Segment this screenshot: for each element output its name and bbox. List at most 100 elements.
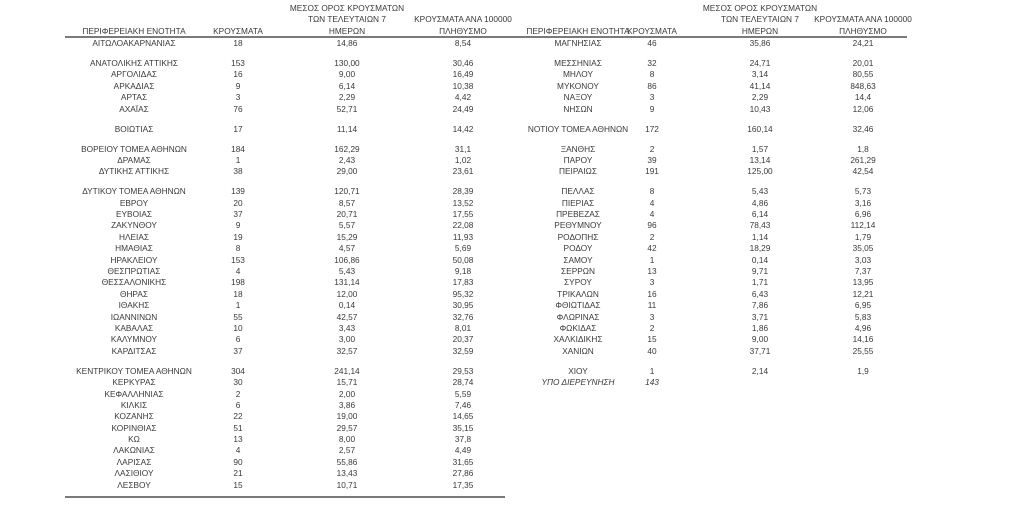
table-row: ΛΑΚΩΝΙΑΣ 4 2,57 4,49 <box>65 445 505 456</box>
row-group: ΔΥΤΙΚΟΥ ΤΟΜΕΑ ΑΘΗΝΩΝ 139 120,71 28,39 ΕΒΡΟΥ 2… <box>65 186 505 357</box>
cell-cases: 2 <box>649 322 655 333</box>
cell-region: ΧΙΟΥ <box>568 365 588 376</box>
cell-per-100k: 17,83 <box>452 277 474 288</box>
cell-avg-7-days: 1,71 <box>751 277 769 288</box>
cell-region: ΚΟΡΙΝΘΙΑΣ <box>111 422 157 433</box>
table-row: ΜΑΓΝΗΣΙΑΣ 46 35,86 24,21 <box>520 38 874 49</box>
cell-per-100k: 32,59 <box>452 345 474 356</box>
cell-region: ΞΑΝΘΗΣ <box>560 143 596 154</box>
table-row: ΗΛΕΙΑΣ 19 15,29 11,93 <box>65 232 505 243</box>
cell-cases: 17 <box>233 123 243 134</box>
cell-avg-7-days: 2,00 <box>338 388 356 399</box>
cell-region: ΕΒΡΟΥ <box>119 197 149 208</box>
cell-region: ΘΕΣΣΑΛΟΝΙΚΗΣ <box>101 277 167 288</box>
cell-cases: 40 <box>647 345 657 356</box>
cell-avg-7-days: 11,14 <box>336 123 358 134</box>
cell-region: ΜΑΓΝΗΣΙΑΣ <box>554 38 602 48</box>
row-group: ΝΟΤΙΟΥ ΤΟΜΕΑ ΑΘΗΝΩΝ 172 160,14 32,46 <box>520 124 874 135</box>
header-avg: ΜΕΣΟΣ ΟΡΟΣ ΚΡΟΥΣΜΑΤΩΝ ΤΩΝ ΤΕΛΕΥΤΑΙΩΝ 7 ΗΜΕ… <box>668 3 852 37</box>
cell-per-100k: 1,02 <box>454 154 472 165</box>
cell-avg-7-days: 2,14 <box>751 365 769 376</box>
cell-region: ΧΑΛΚΙΔΙΚΗΣ <box>553 334 603 345</box>
cell-region: ΠΕΙΡΑΙΩΣ <box>559 166 597 177</box>
table-row: ΡΕΘΥΜΝΟΥ 96 78,43 112,14 <box>520 220 875 231</box>
cell-avg-7-days: 4,86 <box>751 197 769 208</box>
cell-per-100k: 14,65 <box>452 411 474 422</box>
cell-region: ΒΟΡΕΙΟΥ ΤΟΜΕΑ ΑΘΗΝΩΝ <box>81 143 187 154</box>
cell-cases: 1 <box>649 365 655 376</box>
cell-cases: 37 <box>233 345 243 356</box>
table-row: ΞΑΝΘΗΣ 2 1,57 1,8 <box>520 144 874 155</box>
cell-region: ΠΕΛΛΑΣ <box>561 186 595 197</box>
table-row: ΔΥΤΙΚΟΥ ΤΟΜΕΑ ΑΘΗΝΩΝ 139 120,71 28,39 <box>65 186 505 197</box>
table-row: ΚΟΖΑΝΗΣ 22 19,00 14,65 <box>65 411 505 422</box>
cell-cases: 10 <box>233 322 243 333</box>
cell-per-100k: 7,46 <box>454 399 472 410</box>
cell-region: ΥΠΟ ΔΙΕΡΕΥΝΗΣΗ <box>541 377 615 388</box>
table-row: ΘΗΡΑΣ 18 12,00 95,32 <box>65 289 505 300</box>
cell-region: ΝΑΞΟΥ <box>563 92 593 103</box>
cell-avg-7-days: 15,29 <box>336 231 358 242</box>
cell-region: ΦΛΩΡΙΝΑΣ <box>556 311 600 322</box>
cell-per-100k: 3,16 <box>854 197 872 208</box>
cell-region: ΑΙΤΩΛΟΑΚΑΡΝΑΝΙΑΣ <box>92 38 176 48</box>
header-cases: ΚΡΟΥΣΜΑΤΑ <box>627 26 677 37</box>
cell-avg-7-days: 125,00 <box>747 166 773 177</box>
header-region: ΠΕΡΙΦΕΡΕΙΑΚΗ ΕΝΟΤΗΤΑ <box>65 26 203 37</box>
cell-avg-7-days: 3,14 <box>751 69 769 80</box>
header-divider <box>65 36 907 38</box>
cell-per-100k: 32,46 <box>852 123 874 134</box>
cell-avg-7-days: 2,57 <box>338 445 356 456</box>
table-row: ΧΑΛΚΙΔΙΚΗΣ 15 9,00 14,16 <box>520 334 874 345</box>
table-row: ΘΕΣΣΑΛΟΝΙΚΗΣ 198 131,14 17,83 <box>65 277 505 288</box>
cell-per-100k: 4,42 <box>454 92 472 103</box>
cell-cases: 172 <box>645 123 659 134</box>
table-row: ΕΥΒΟΙΑΣ 37 20,71 17,55 <box>65 209 505 220</box>
left-table-body: ΑΙΤΩΛΟΑΚΑΡΝΑΝΙΑΣ 18 14,86 8,54 ΑΝΑΤΟΛΙΚΗΣ ΑΤ… <box>65 38 505 491</box>
cell-cases: 2 <box>649 231 655 242</box>
header-region-text: ΠΕΡΙΦΕΡΕΙΑΚΗ ΕΝΟΤΗΤΑ <box>526 25 630 36</box>
cell-cases: 3 <box>649 277 655 288</box>
cell-avg-7-days: 5,57 <box>338 220 356 231</box>
cell-cases: 153 <box>231 254 245 265</box>
cell-cases: 18 <box>233 288 243 299</box>
cell-cases: 90 <box>233 456 243 467</box>
cell-avg-7-days: 0,14 <box>338 300 356 311</box>
cell-avg-7-days: 8,57 <box>338 197 356 208</box>
table-row: ΛΕΣΒΟΥ 15 10,71 17,35 <box>65 480 505 491</box>
cell-cases: 76 <box>233 103 243 114</box>
table-row: ΝΟΤΙΟΥ ΤΟΜΕΑ ΑΘΗΝΩΝ 172 160,14 32,46 <box>520 124 874 135</box>
table-row: ΑΡΤΑΣ 3 2,29 4,42 <box>65 92 505 103</box>
cell-avg-7-days: 9,71 <box>751 266 769 277</box>
table-row: ΚΕΡΚΥΡΑΣ 30 15,71 28,74 <box>65 377 505 388</box>
cell-avg-7-days: 37,71 <box>749 345 771 356</box>
table-row: ΚΙΛΚΙΣ 6 3,86 7,46 <box>65 400 505 411</box>
cell-avg-7-days: 42,57 <box>336 311 358 322</box>
cell-avg-7-days: 3,43 <box>338 322 356 333</box>
cell-cases: 19 <box>233 231 243 242</box>
cell-avg-7-days: 29,00 <box>336 166 358 177</box>
cell-cases: 55 <box>233 311 243 322</box>
right-table-body: ΜΑΓΝΗΣΙΑΣ 46 35,86 24,21 ΜΕΣΣΗΝΙΑΣ 32 24,71 20,… <box>520 38 876 389</box>
cell-cases: 13 <box>647 266 657 277</box>
cell-per-100k: 24,21 <box>852 38 874 48</box>
table-row: ΜΕΣΣΗΝΙΑΣ 32 24,71 20,01 <box>520 58 874 69</box>
cell-avg-7-days: 10,43 <box>749 103 771 114</box>
cell-avg-7-days: 6,14 <box>751 209 769 220</box>
cell-cases: 16 <box>233 69 243 80</box>
cell-region: ΡΟΔΟΠΗΣ <box>557 231 599 242</box>
row-group: ΑΙΤΩΛΟΑΚΑΡΝΑΝΙΑΣ 18 14,86 8,54 <box>65 38 505 49</box>
cell-region: ΧΑΝΙΩΝ <box>562 345 594 356</box>
cell-per-100k <box>852 377 874 388</box>
cell-cases: 198 <box>231 277 245 288</box>
table-row: ΤΡΙΚΑΛΩΝ 16 6,43 12,21 <box>520 289 874 300</box>
cell-avg-7-days: 2,29 <box>338 92 356 103</box>
cell-avg-7-days: 9,00 <box>751 334 769 345</box>
cell-avg-7-days: 10,71 <box>336 479 358 490</box>
table-row: ΥΠΟ ΔΙΕΡΕΥΝΗΣΗ 143 <box>520 377 874 388</box>
cell-avg-7-days: 9,00 <box>338 69 356 80</box>
cell-region: ΚΙΛΚΙΣ <box>120 399 148 410</box>
cell-cases: 16 <box>647 288 657 299</box>
cell-per-100k: 1,9 <box>857 365 869 376</box>
left-table-header: ΠΕΡΙΦΕΡΕΙΑΚΗ ΕΝΟΤΗΤΑ ΚΡΟΥΣΜΑΤΑ ΜΕΣΟΣ ΟΡΟ… <box>65 3 512 37</box>
